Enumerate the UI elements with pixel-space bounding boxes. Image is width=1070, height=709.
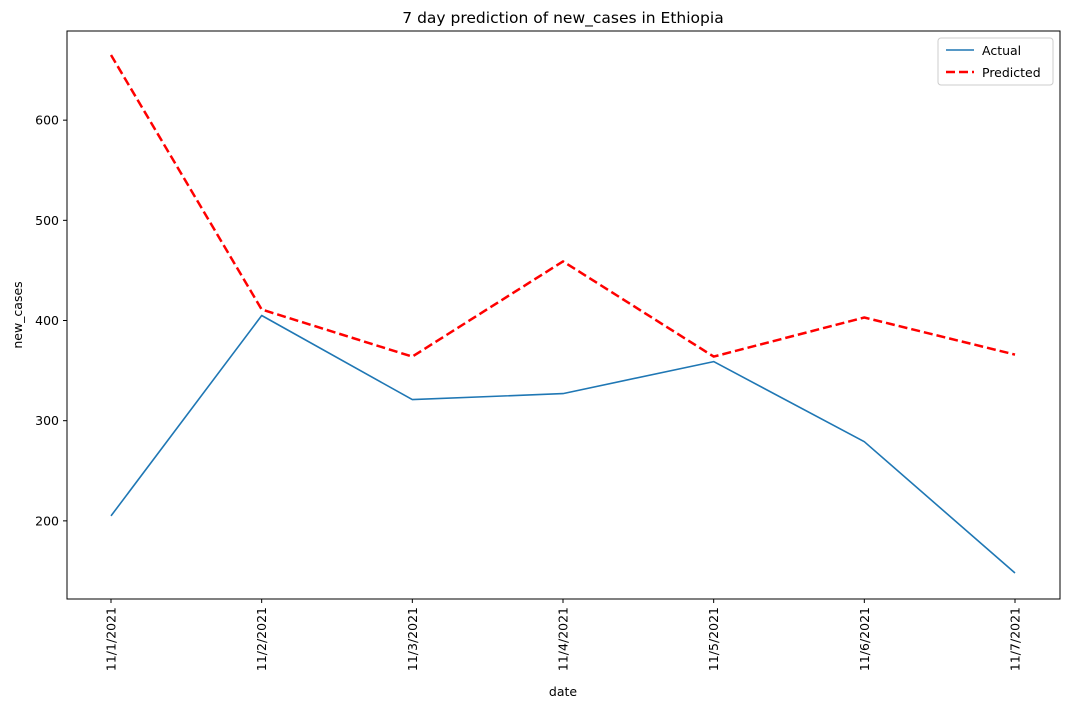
- x-tick-label: 11/1/2021: [104, 607, 119, 671]
- x-tick-label: 11/4/2021: [556, 607, 571, 671]
- y-tick-label: 300: [35, 413, 59, 428]
- series-line-actual: [110, 314, 1016, 574]
- y-tick-label: 200: [35, 513, 59, 528]
- y-axis-label: new_cases: [10, 281, 25, 348]
- y-tick-label: 600: [35, 113, 59, 128]
- x-tick-label: 11/7/2021: [1008, 607, 1023, 671]
- chart-title: 7 day prediction of new_cases in Ethiopi…: [402, 9, 723, 28]
- series-layer: [109, 54, 1016, 574]
- legend-label-predicted: Predicted: [982, 65, 1041, 80]
- y-axis: 200 300 400 500 600: [35, 113, 67, 528]
- x-axis-label: date: [549, 684, 577, 699]
- y-tick-label: 500: [35, 213, 59, 228]
- series-line-predicted: [109, 54, 1016, 358]
- y-tick-label: 400: [35, 313, 59, 328]
- x-tick-label: 11/2/2021: [254, 607, 269, 671]
- x-tick-label: 11/5/2021: [706, 607, 721, 671]
- x-axis: 11/1/2021 11/2/2021 11/3/2021 11/4/2021 11/5…: [104, 599, 1023, 671]
- x-tick-label: 11/3/2021: [405, 607, 420, 671]
- legend-label-actual: Actual: [982, 43, 1021, 58]
- plot-area: [66, 30, 1061, 600]
- legend: Actual Predicted: [937, 37, 1054, 86]
- x-tick-label: 11/6/2021: [857, 607, 872, 671]
